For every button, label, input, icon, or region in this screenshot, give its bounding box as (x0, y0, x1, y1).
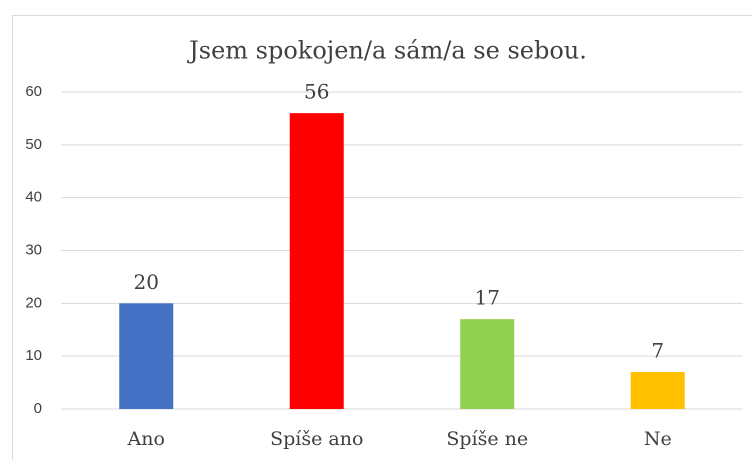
data-label: 20 (134, 270, 159, 294)
x-tick-label: Spíše ano (270, 428, 363, 450)
x-tick-label: Ne (644, 428, 672, 450)
data-label: 7 (651, 339, 664, 363)
bar (630, 372, 685, 409)
data-label: 17 (475, 286, 500, 310)
chart-title: Jsem spokojen/a sám/a se sebou. (186, 37, 587, 65)
x-tick-label: Spíše ne (446, 428, 528, 450)
y-tick-label: 30 (25, 241, 42, 258)
x-tick-label: Ano (127, 428, 165, 450)
bar (119, 303, 174, 409)
data-label: 56 (304, 80, 329, 104)
y-tick-label: 10 (25, 347, 42, 364)
y-tick-label: 0 (34, 400, 42, 417)
y-tick-label: 50 (25, 136, 42, 153)
y-tick-label: 20 (25, 294, 42, 311)
bar (460, 319, 515, 409)
y-tick-label: 60 (25, 83, 42, 100)
y-tick-label: 40 (25, 189, 42, 206)
bar (289, 113, 344, 409)
